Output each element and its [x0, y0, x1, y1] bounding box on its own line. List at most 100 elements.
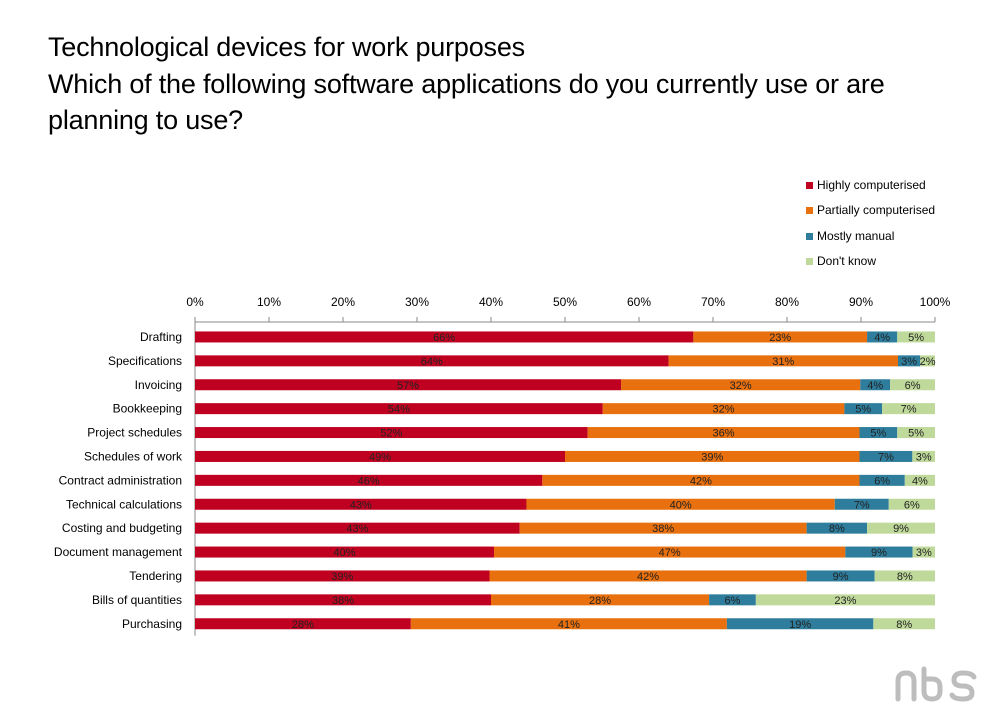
- data-label: 3%: [916, 547, 932, 559]
- legend-label: Partially computerised: [817, 203, 936, 217]
- bar-segment: [806, 522, 868, 534]
- category-label: Bills of quantities: [92, 593, 182, 607]
- x-tick-label: 70%: [701, 295, 725, 309]
- bar-segment: [859, 427, 898, 439]
- data-label: 52%: [380, 428, 402, 440]
- legend-label: Mostly manual: [817, 229, 895, 243]
- data-label: 4%: [912, 475, 928, 487]
- data-label: 6%: [905, 380, 921, 392]
- data-label: 8%: [897, 571, 913, 583]
- x-tick-label: 100%: [920, 295, 951, 309]
- bar-segment: [410, 618, 727, 630]
- data-label: 9%: [893, 523, 909, 535]
- category-label: Document management: [54, 545, 183, 559]
- x-tick-label: 30%: [405, 295, 429, 309]
- category-label: Technical calculations: [66, 497, 182, 511]
- bar-segment: [755, 594, 935, 606]
- x-tick-label: 40%: [479, 295, 503, 309]
- legend-swatch: [806, 233, 813, 240]
- x-tick-label: 20%: [331, 295, 355, 309]
- category-label: Project schedules: [87, 426, 182, 440]
- data-label: 36%: [713, 428, 735, 440]
- category-label: Schedules of work: [84, 449, 183, 463]
- bar-segment: [195, 594, 491, 606]
- bar-segment: [195, 403, 603, 415]
- bar-segment: [882, 403, 935, 415]
- bar-segment: [195, 498, 527, 510]
- bar-segment: [859, 450, 913, 462]
- bar-segment: [912, 546, 935, 558]
- bar-segment: [890, 379, 935, 391]
- bar-segment: [668, 355, 898, 367]
- data-label: 32%: [730, 380, 752, 392]
- data-label: 64%: [421, 356, 443, 368]
- data-label: 39%: [701, 451, 723, 463]
- chart-subtitle: Which of the following software applicat…: [48, 69, 885, 135]
- data-label: 54%: [388, 404, 410, 416]
- bar-segment: [195, 355, 669, 367]
- data-label: 5%: [870, 428, 886, 440]
- x-tick-label: 0%: [186, 295, 204, 309]
- bar-segment: [195, 450, 565, 462]
- bar-segment: [844, 403, 883, 415]
- x-tick-label: 90%: [849, 295, 873, 309]
- bar-segment: [709, 594, 756, 606]
- bar-segment: [491, 594, 710, 606]
- data-label: 6%: [874, 475, 890, 487]
- data-label: 47%: [659, 547, 681, 559]
- data-label: 42%: [637, 571, 659, 583]
- bar-segment: [195, 618, 411, 630]
- bar-segment: [587, 427, 860, 439]
- bar-segment: [565, 450, 860, 462]
- data-label: 40%: [333, 547, 355, 559]
- x-tick-label: 50%: [553, 295, 577, 309]
- bar-segment: [195, 379, 622, 391]
- data-label: 49%: [369, 451, 391, 463]
- data-label: 28%: [292, 619, 314, 631]
- bar-segment: [489, 570, 807, 582]
- bar-segment: [860, 379, 891, 391]
- bar-segment: [806, 570, 875, 582]
- category-label: Contract administration: [59, 473, 182, 487]
- bar-segment: [898, 355, 921, 367]
- category-label: Bookkeeping: [113, 402, 182, 416]
- bar-segment: [526, 498, 835, 510]
- data-label: 5%: [908, 332, 924, 344]
- bar-segment: [195, 331, 694, 343]
- data-label: 28%: [589, 595, 611, 607]
- data-label: 46%: [358, 475, 380, 487]
- category-label: Drafting: [140, 330, 182, 344]
- data-label: 9%: [833, 571, 849, 583]
- data-label: 41%: [558, 619, 580, 631]
- bar-segment: [904, 474, 935, 486]
- category-label: Invoicing: [135, 378, 182, 392]
- bar-segment: [726, 618, 874, 630]
- data-label: 38%: [652, 523, 674, 535]
- data-label: 4%: [867, 380, 883, 392]
- data-label: 19%: [789, 619, 811, 631]
- bar-segment: [602, 403, 845, 415]
- bar-segment: [195, 570, 490, 582]
- data-label: 7%: [854, 499, 870, 511]
- data-label: 66%: [433, 332, 455, 344]
- legend-swatch: [806, 207, 813, 214]
- data-label: 2%: [920, 356, 936, 368]
- x-tick-label: 60%: [627, 295, 651, 309]
- data-label: 23%: [834, 595, 856, 607]
- data-label: 40%: [670, 499, 692, 511]
- data-label: 5%: [855, 404, 871, 416]
- bar-segment: [195, 474, 543, 486]
- nbs-logo: [895, 666, 977, 702]
- legend-swatch: [806, 258, 813, 265]
- legend-label: Highly computerised: [817, 178, 926, 192]
- data-label: 57%: [397, 380, 419, 392]
- x-tick-label: 10%: [257, 295, 281, 309]
- bar-segment: [897, 331, 935, 343]
- bar-segment: [195, 522, 520, 534]
- data-label: 42%: [690, 475, 712, 487]
- data-label: 8%: [896, 619, 912, 631]
- data-label: 23%: [769, 332, 791, 344]
- bar-segment: [519, 522, 807, 534]
- bar-segment: [859, 474, 905, 486]
